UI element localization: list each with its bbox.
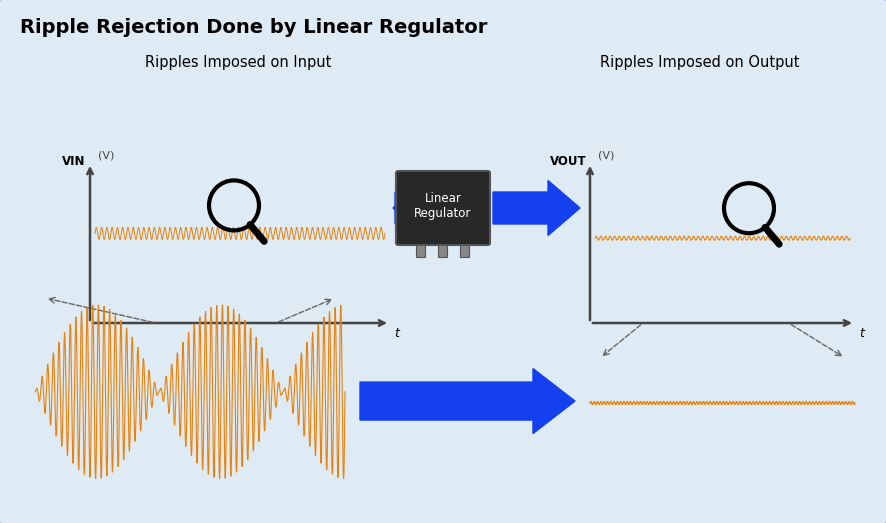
Text: Ripple Rejection Done by Linear Regulator: Ripple Rejection Done by Linear Regulato…: [20, 18, 487, 37]
Text: VOUT: VOUT: [550, 155, 587, 168]
Text: Linear
Regulator: Linear Regulator: [415, 192, 471, 220]
FancyArrow shape: [360, 369, 575, 434]
Text: Ripples Imposed on Output: Ripples Imposed on Output: [600, 55, 799, 70]
Bar: [461, 243, 470, 257]
FancyArrow shape: [393, 180, 425, 235]
Text: t: t: [859, 327, 864, 340]
Text: (V): (V): [598, 151, 614, 161]
FancyArrow shape: [493, 180, 580, 235]
Text: Ripples Imposed on Input: Ripples Imposed on Input: [145, 55, 331, 70]
Text: t: t: [394, 327, 399, 340]
FancyBboxPatch shape: [396, 171, 490, 245]
Bar: [439, 243, 447, 257]
Bar: [416, 243, 425, 257]
Text: VIN: VIN: [62, 155, 86, 168]
Text: (V): (V): [98, 151, 114, 161]
